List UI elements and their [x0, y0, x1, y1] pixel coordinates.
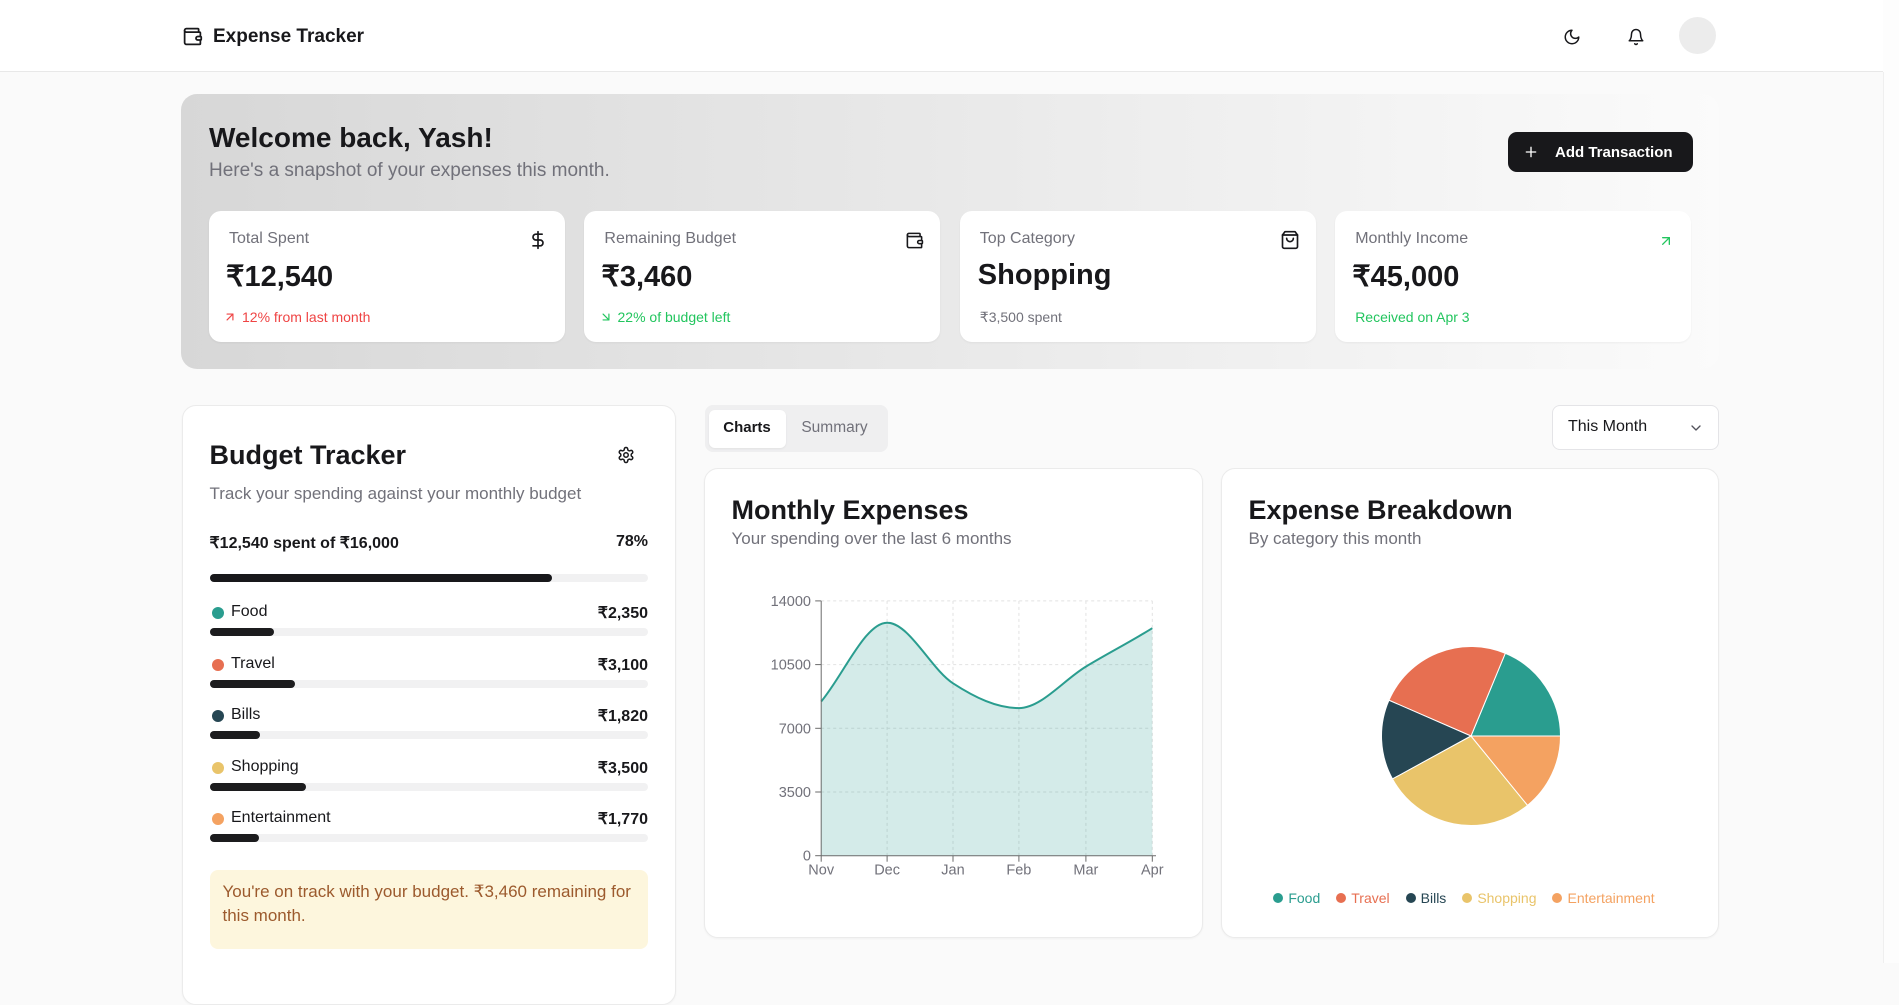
- svg-text:Dec: Dec: [874, 863, 900, 879]
- svg-text:0: 0: [802, 849, 810, 865]
- svg-text:Nov: Nov: [808, 863, 835, 879]
- svg-text:10500: 10500: [770, 658, 810, 674]
- svg-text:Mar: Mar: [1073, 863, 1098, 879]
- svg-text:7000: 7000: [778, 721, 810, 737]
- svg-text:Feb: Feb: [1006, 863, 1031, 879]
- svg-text:14000: 14000: [770, 594, 810, 610]
- svg-text:Apr: Apr: [1141, 863, 1164, 879]
- svg-text:Jan: Jan: [941, 863, 964, 879]
- svg-text:3500: 3500: [778, 785, 810, 801]
